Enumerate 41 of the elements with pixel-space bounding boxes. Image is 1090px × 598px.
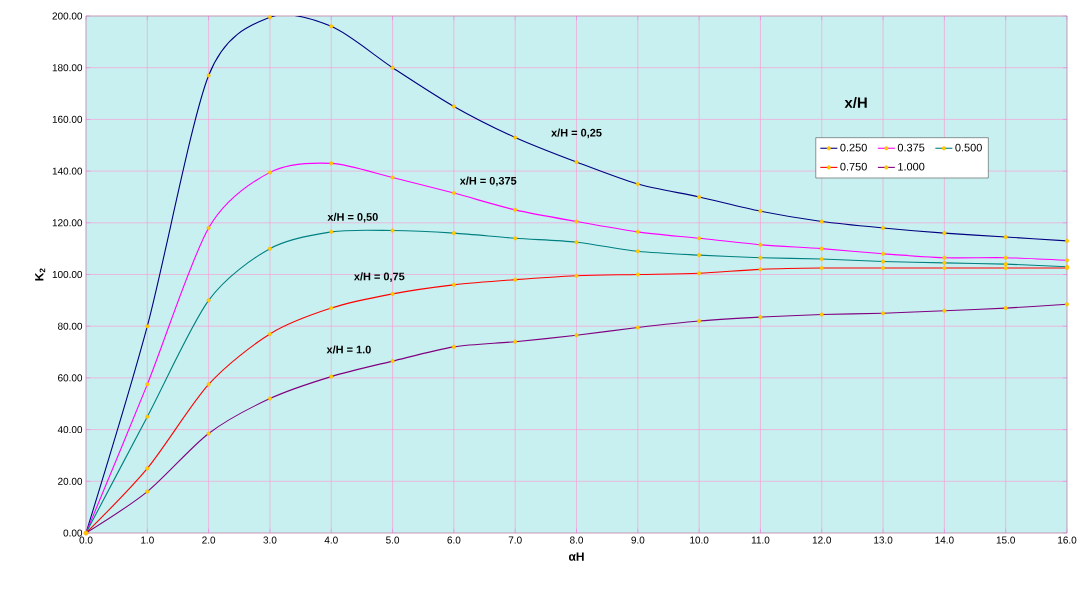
y-axis-title: K$_{2}$ xyxy=(35,268,46,281)
x-tick-label: 14.0 xyxy=(935,536,954,544)
x-tick-label: 6.0 xyxy=(447,536,461,544)
x-tick-label: 9.0 xyxy=(631,536,645,544)
x-tick-label: 16.0 xyxy=(1058,536,1077,544)
x-tick-label: 13.0 xyxy=(874,536,893,544)
y-tick-label: 120.00 xyxy=(52,219,83,227)
legend-label: 0.500 xyxy=(955,143,982,152)
y-tick-label: 200.00 xyxy=(52,12,83,20)
x-tick-label: 0.0 xyxy=(79,536,93,544)
x-tick-label: 4.0 xyxy=(324,536,338,544)
annotation: x/H = 0,75 xyxy=(353,272,405,282)
x-tick-label: 10.0 xyxy=(690,536,709,544)
y-tick-label: 180.00 xyxy=(52,64,83,72)
x-tick-label: 5.0 xyxy=(386,536,400,544)
x-tick-label: 11.0 xyxy=(751,536,770,544)
y-tick-label: 60.00 xyxy=(58,374,83,382)
legend-label: 0.750 xyxy=(840,162,867,171)
legend-title: x/H xyxy=(844,96,867,109)
annotation: x/H = 0,25 xyxy=(551,128,602,139)
y-tick-label: 100.00 xyxy=(52,270,83,279)
x-tick-label: 1.0 xyxy=(141,536,154,544)
annotation: x/H = 0,375 xyxy=(459,176,517,187)
x-axis-title: αH xyxy=(568,552,584,561)
x-tick-label: 12.0 xyxy=(812,536,832,544)
y-tick-label: 140.00 xyxy=(52,167,83,175)
annotation: x/H = 0,50 xyxy=(327,212,378,223)
x-tick-label: 2.0 xyxy=(202,536,216,544)
x-tick-label: 7.0 xyxy=(508,536,522,544)
x-tick-label: 8.0 xyxy=(570,536,584,544)
legend-label: 0.375 xyxy=(897,143,925,152)
annotation: x/H = 1.0 xyxy=(326,345,371,354)
x-tick-label: 15.0 xyxy=(996,536,1016,544)
legend-label: 1.000 xyxy=(898,162,925,171)
x-tick-label: 3.0 xyxy=(263,536,277,544)
y-tick-label: 160.00 xyxy=(52,115,83,123)
y-tick-label: 80.00 xyxy=(57,322,83,330)
y-tick-label: 0.00 xyxy=(63,529,83,537)
y-tick-label: 40.00 xyxy=(57,426,83,434)
legend-label: 0.250 xyxy=(840,143,867,152)
y-tick-label: 20.00 xyxy=(58,477,83,485)
